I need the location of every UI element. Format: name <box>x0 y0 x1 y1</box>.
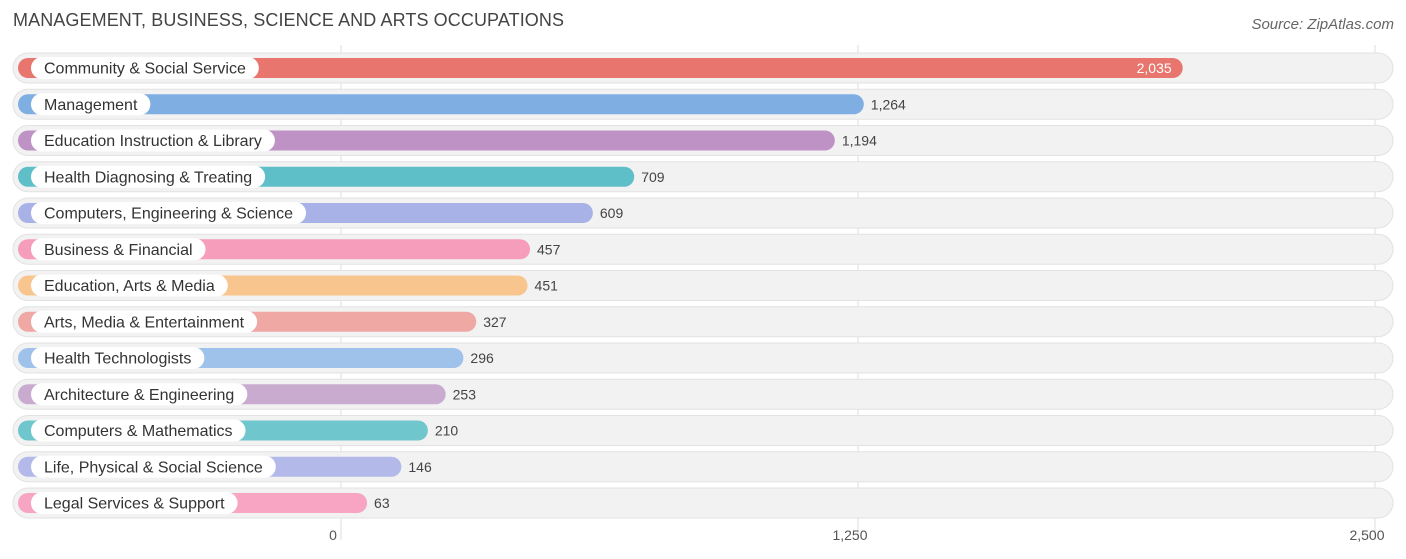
category-label: Business & Financial <box>44 242 193 259</box>
chart-source: Source: ZipAtlas.com <box>1251 16 1394 33</box>
bar-row: Business & Financial 457 <box>12 233 1394 265</box>
category-label: Management <box>44 97 138 114</box>
category-label-pill <box>31 455 276 478</box>
bar-row: Legal Services & Support 63 <box>12 487 1394 519</box>
category-label-pill <box>31 238 206 261</box>
bar-row: Management 1,264 <box>12 88 1394 120</box>
category-label: Health Technologists <box>44 351 191 368</box>
value-label: 609 <box>600 205 624 221</box>
bar-row: Health Diagnosing & Treating 709 <box>12 161 1394 193</box>
value-label: 1,264 <box>871 96 906 112</box>
bar-row: Computers & Mathematics 210 <box>12 415 1394 446</box>
value-label: 296 <box>470 350 494 366</box>
chart-title: MANAGEMENT, BUSINESS, SCIENCE AND ARTS O… <box>13 10 565 30</box>
tick-label: 0 <box>329 527 337 543</box>
category-label: Computers & Mathematics <box>44 423 233 440</box>
bar <box>18 94 864 115</box>
value-label: 457 <box>537 241 561 257</box>
value-label: 709 <box>641 169 665 185</box>
category-label: Computers, Engineering & Science <box>44 206 293 223</box>
tick-label: 2,500 <box>1349 527 1384 543</box>
bar-row: Life, Physical & Social Science 146 <box>12 451 1394 483</box>
x-axis-ticks: 0 1,250 2,500 <box>329 527 1385 543</box>
value-label: 327 <box>483 314 507 330</box>
category-label-pill <box>31 202 307 224</box>
bar-row: Arts, Media & Entertainment 327 <box>12 306 1394 338</box>
category-label: Architecture & Engineering <box>44 387 234 404</box>
value-label: 1,194 <box>842 133 877 149</box>
category-label: Education Instruction & Library <box>44 133 262 150</box>
bar-row: Community & Social Service 2,035 <box>12 52 1394 84</box>
bar-row: Education, Arts & Media 451 <box>12 270 1394 301</box>
category-label-pill <box>31 165 266 188</box>
tick-label: 1,250 <box>832 527 867 543</box>
category-label-pill <box>31 129 275 152</box>
bar-rows: Community & Social Service 2,035 Managemen… <box>12 52 1394 519</box>
value-label: 63 <box>374 495 390 511</box>
category-label: Education, Arts & Media <box>44 278 215 295</box>
category-label-pill <box>31 93 151 116</box>
category-label: Legal Services & Support <box>44 496 225 513</box>
value-label: 253 <box>453 386 477 402</box>
value-label: 2,035 <box>1137 60 1172 76</box>
category-label: Life, Physical & Social Science <box>44 459 263 476</box>
bar-row: Computers, Engineering & Science 609 <box>12 197 1394 229</box>
category-label-pill <box>31 57 259 79</box>
category-label-pill <box>31 347 205 369</box>
category-label: Arts, Media & Entertainment <box>44 314 245 331</box>
category-label-pill <box>31 419 246 442</box>
category-label: Health Diagnosing & Treating <box>44 169 252 186</box>
category-label-pill <box>31 492 238 514</box>
value-label: 451 <box>535 278 559 294</box>
bar-row: Health Technologists 296 <box>12 342 1394 374</box>
bar <box>18 58 1183 78</box>
category-label-pill <box>31 383 248 406</box>
value-label: 146 <box>408 459 432 475</box>
value-label: 210 <box>435 423 459 439</box>
bar-row: Education Instruction & Library 1,194 <box>12 125 1394 156</box>
bar-row: Architecture & Engineering 253 <box>12 378 1394 410</box>
category-label-pill <box>31 310 258 333</box>
category-label-pill <box>31 274 228 297</box>
category-label: Community & Social Service <box>44 61 246 78</box>
